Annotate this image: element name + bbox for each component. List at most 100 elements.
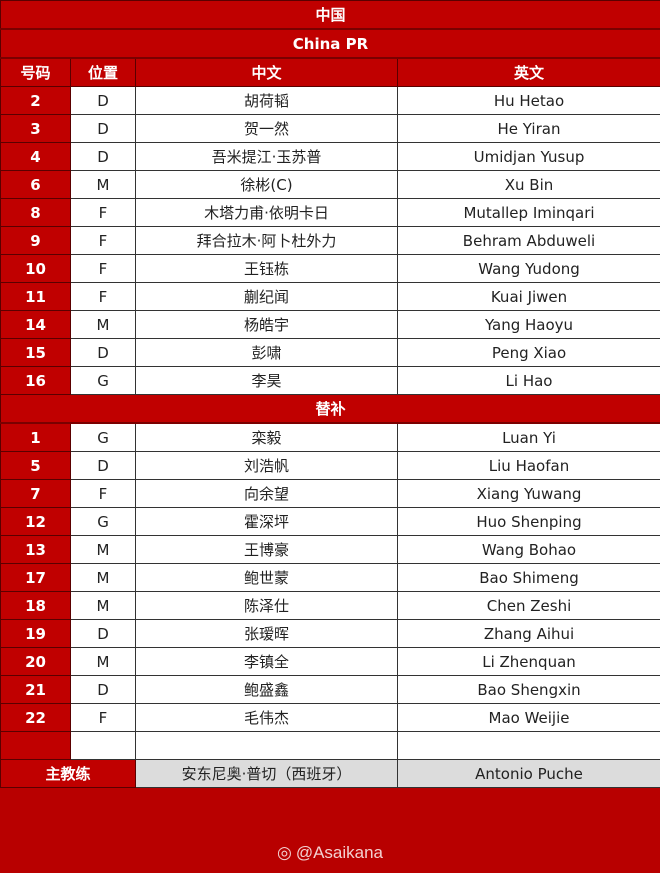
weibo-icon: ◎: [276, 843, 292, 862]
player-row: 9 F 拜合拉木·阿卜杜外力 Behram Abduweli: [0, 226, 660, 255]
player-position: F: [70, 198, 136, 227]
player-number: 13: [0, 535, 71, 564]
player-name-en: Umidjan Yusup: [396, 142, 660, 171]
player-name-cn: 王钰栋: [135, 254, 398, 283]
player-number: 6: [0, 170, 71, 199]
player-position: F: [70, 254, 136, 283]
player-name-cn: 李镇全: [135, 647, 398, 676]
player-number: 17: [0, 563, 71, 592]
player-name-en: Xu Bin: [396, 170, 660, 199]
player-name-cn: 栾毅: [135, 422, 398, 452]
title-en: China PR: [0, 28, 660, 59]
player-row: 21 D 鲍盛鑫 Bao Shengxin: [0, 675, 660, 704]
player-name-cn: 贺一然: [135, 114, 398, 143]
player-name-cn: 杨皓宇: [135, 310, 398, 339]
player-number: 5: [0, 451, 71, 480]
player-number: 20: [0, 647, 71, 676]
player-name-cn: 鲍盛鑫: [135, 675, 398, 704]
player-row: 15 D 彭啸 Peng Xiao: [0, 338, 660, 367]
player-row: 6 M 徐彬(C) Xu Bin: [0, 170, 660, 199]
player-number: 22: [0, 703, 71, 732]
player-name-cn: 刘浩帆: [135, 451, 398, 480]
player-name-en: Kuai Jiwen: [396, 282, 660, 311]
player-name-en: Peng Xiao: [396, 338, 660, 367]
player-name-en: Luan Yi: [396, 422, 660, 452]
player-name-cn: 李昊: [135, 366, 398, 395]
player-name-en: Huo Shenping: [396, 507, 660, 536]
player-row: 20 M 李镇全 Li Zhenquan: [0, 647, 660, 676]
player-position: M: [70, 591, 136, 620]
roster-table: 中国 China PR 号码 位置 中文 英文 2 D 胡荷韬 Hu Hetao 3 D 贺…: [0, 0, 660, 788]
player-name-en: Li Hao: [396, 366, 660, 395]
watermark: ◎ @Asaikana: [0, 843, 660, 863]
player-name-cn: 徐彬(C): [135, 170, 398, 199]
player-row: 11 F 蒯纪闻 Kuai Jiwen: [0, 282, 660, 311]
player-number: 8: [0, 198, 71, 227]
player-row: 18 M 陈泽仕 Chen Zeshi: [0, 591, 660, 620]
player-row: 19 D 张瑷晖 Zhang Aihui: [0, 619, 660, 648]
player-position: D: [70, 451, 136, 480]
subs-label: 替补: [0, 394, 660, 424]
player-name-en: Yang Haoyu: [396, 310, 660, 339]
player-row: 4 D 吾米提江·玉苏普 Umidjan Yusup: [0, 142, 660, 171]
player-name-en: Wang Yudong: [396, 254, 660, 283]
player-name-cn: 彭啸: [135, 338, 398, 367]
column-header-row: 号码 位置 中文 英文: [0, 57, 660, 87]
player-row: 10 F 王钰栋 Wang Yudong: [0, 254, 660, 283]
player-name-cn: 霍深坪: [135, 507, 398, 536]
player-number: 9: [0, 226, 71, 255]
player-name-cn: 毛伟杰: [135, 703, 398, 732]
subs-header-row: 替补: [0, 394, 660, 424]
player-position: D: [70, 86, 136, 115]
empty-position: [70, 731, 136, 760]
player-position: M: [70, 563, 136, 592]
col-number: 号码: [0, 57, 71, 87]
player-number: 4: [0, 142, 71, 171]
player-row: 1 G 栾毅 Luan Yi: [0, 422, 660, 452]
player-position: M: [70, 170, 136, 199]
player-number: 12: [0, 507, 71, 536]
player-position: G: [70, 422, 136, 452]
player-name-en: Bao Shengxin: [396, 675, 660, 704]
player-name-cn: 木塔力甫·依明卡日: [135, 198, 398, 227]
player-name-en: Bao Shimeng: [396, 563, 660, 592]
player-name-en: Xiang Yuwang: [396, 479, 660, 508]
player-number: 14: [0, 310, 71, 339]
coach-name-cn: 安东尼奥·普切（西班牙）: [135, 759, 398, 788]
coach-row: 主教练 安东尼奥·普切（西班牙） Antonio Puche: [0, 759, 660, 788]
player-position: M: [70, 647, 136, 676]
player-position: D: [70, 619, 136, 648]
empty-cn: [135, 731, 398, 760]
player-number: 18: [0, 591, 71, 620]
empty-en: [396, 731, 660, 760]
player-position: M: [70, 310, 136, 339]
player-row: 8 F 木塔力甫·依明卡日 Mutallep Iminqari: [0, 198, 660, 227]
player-name-cn: 陈泽仕: [135, 591, 398, 620]
player-name-en: Liu Haofan: [396, 451, 660, 480]
player-row: 13 M 王博豪 Wang Bohao: [0, 535, 660, 564]
player-number: 21: [0, 675, 71, 704]
player-name-cn: 鲍世蒙: [135, 563, 398, 592]
title-row-cn: 中国: [0, 0, 660, 30]
player-number: 15: [0, 338, 71, 367]
player-row: 14 M 杨皓宇 Yang Haoyu: [0, 310, 660, 339]
col-english: 英文: [396, 57, 660, 87]
player-number: 10: [0, 254, 71, 283]
watermark-text: @Asaikana: [295, 843, 384, 862]
player-row: 17 M 鲍世蒙 Bao Shimeng: [0, 563, 660, 592]
empty-row: [0, 731, 660, 760]
player-name-en: Mutallep Iminqari: [396, 198, 660, 227]
player-row: 16 G 李昊 Li Hao: [0, 366, 660, 395]
player-position: D: [70, 142, 136, 171]
player-name-cn: 拜合拉木·阿卜杜外力: [135, 226, 398, 255]
player-name-en: Hu Hetao: [396, 86, 660, 115]
player-name-cn: 王博豪: [135, 535, 398, 564]
player-number: 7: [0, 479, 71, 508]
player-name-en: Mao Weijie: [396, 703, 660, 732]
player-name-cn: 向余望: [135, 479, 398, 508]
coach-name-en: Antonio Puche: [396, 759, 660, 788]
player-row: 3 D 贺一然 He Yiran: [0, 114, 660, 143]
player-row: 7 F 向余望 Xiang Yuwang: [0, 479, 660, 508]
player-name-cn: 胡荷韬: [135, 86, 398, 115]
player-name-en: Zhang Aihui: [396, 619, 660, 648]
